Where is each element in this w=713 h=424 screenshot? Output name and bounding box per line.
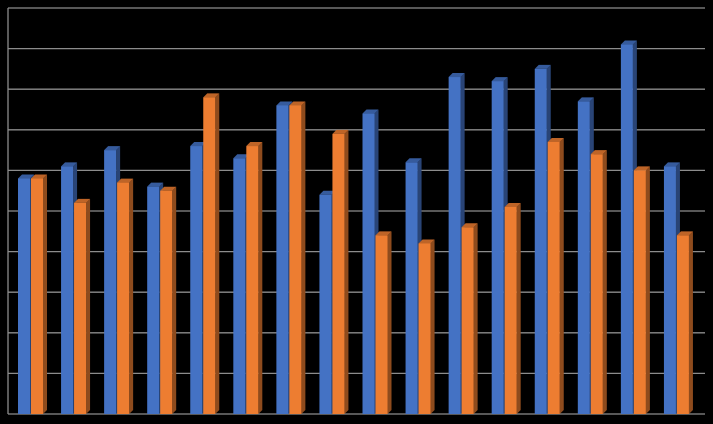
bar-side xyxy=(215,93,220,414)
bar xyxy=(18,178,30,414)
bar-top xyxy=(61,162,78,167)
bar xyxy=(332,133,345,415)
bar-side xyxy=(430,239,435,414)
bar-top xyxy=(590,150,607,155)
bar-top xyxy=(190,142,207,147)
bar xyxy=(147,186,160,414)
bar-side xyxy=(516,202,521,414)
bar-top xyxy=(676,231,693,236)
bar-side xyxy=(301,101,306,414)
bar xyxy=(190,146,203,415)
bar xyxy=(491,81,504,414)
bar xyxy=(504,206,517,414)
bar xyxy=(319,194,332,414)
bar-top xyxy=(375,231,392,236)
bar xyxy=(276,105,289,414)
bar xyxy=(74,202,87,414)
bar xyxy=(246,146,259,415)
bar-side xyxy=(258,142,263,415)
bar-top xyxy=(461,223,478,228)
bar-top xyxy=(547,137,564,142)
bar-top xyxy=(18,174,34,179)
bar xyxy=(160,190,173,414)
bar xyxy=(577,101,590,414)
bar-top xyxy=(160,186,177,191)
bar-side xyxy=(645,166,650,414)
bar xyxy=(448,77,461,415)
bar-side xyxy=(688,231,693,414)
bar xyxy=(375,235,388,414)
bar-top xyxy=(620,40,637,45)
bar-top xyxy=(448,73,465,78)
bar-side xyxy=(602,150,607,414)
bar xyxy=(104,150,117,414)
bar xyxy=(418,243,431,414)
bar-top xyxy=(319,190,336,195)
bar-side xyxy=(473,223,478,414)
bar-top xyxy=(203,93,220,98)
bar-top xyxy=(332,129,349,134)
bar xyxy=(534,68,547,415)
bar-top xyxy=(31,174,47,179)
bar xyxy=(405,162,418,414)
bar xyxy=(61,166,74,414)
bar-top xyxy=(405,158,422,163)
bar xyxy=(590,154,603,414)
bar-top xyxy=(246,142,263,147)
bar-top xyxy=(491,77,508,82)
bar-top xyxy=(117,178,134,183)
bar-side xyxy=(129,178,134,414)
bar xyxy=(620,44,633,414)
bar-top xyxy=(233,154,250,159)
bar-top xyxy=(104,146,121,151)
bar xyxy=(233,158,246,414)
bar-top xyxy=(362,109,379,114)
bar xyxy=(203,97,216,414)
bar xyxy=(31,178,43,414)
bar-top xyxy=(418,239,435,244)
bar xyxy=(289,105,302,414)
bar xyxy=(676,235,689,414)
bar-side xyxy=(172,186,177,414)
bar-side xyxy=(559,137,564,415)
bar xyxy=(362,113,375,414)
bar-side xyxy=(86,198,91,414)
bar-side xyxy=(387,231,392,414)
bar-top xyxy=(633,166,650,171)
bar-top xyxy=(504,202,521,207)
bar-top xyxy=(577,97,594,102)
bar-top xyxy=(276,101,293,106)
bar xyxy=(461,227,474,414)
bar xyxy=(547,141,560,415)
bar-top xyxy=(534,64,551,69)
bar xyxy=(117,182,130,414)
bar xyxy=(633,170,646,414)
bar-top xyxy=(74,198,91,203)
bar-top xyxy=(289,101,306,106)
bar-side xyxy=(43,174,47,414)
bar xyxy=(663,166,676,414)
bar-side xyxy=(344,129,349,415)
bar-top xyxy=(663,162,680,167)
bar-top xyxy=(147,182,164,187)
